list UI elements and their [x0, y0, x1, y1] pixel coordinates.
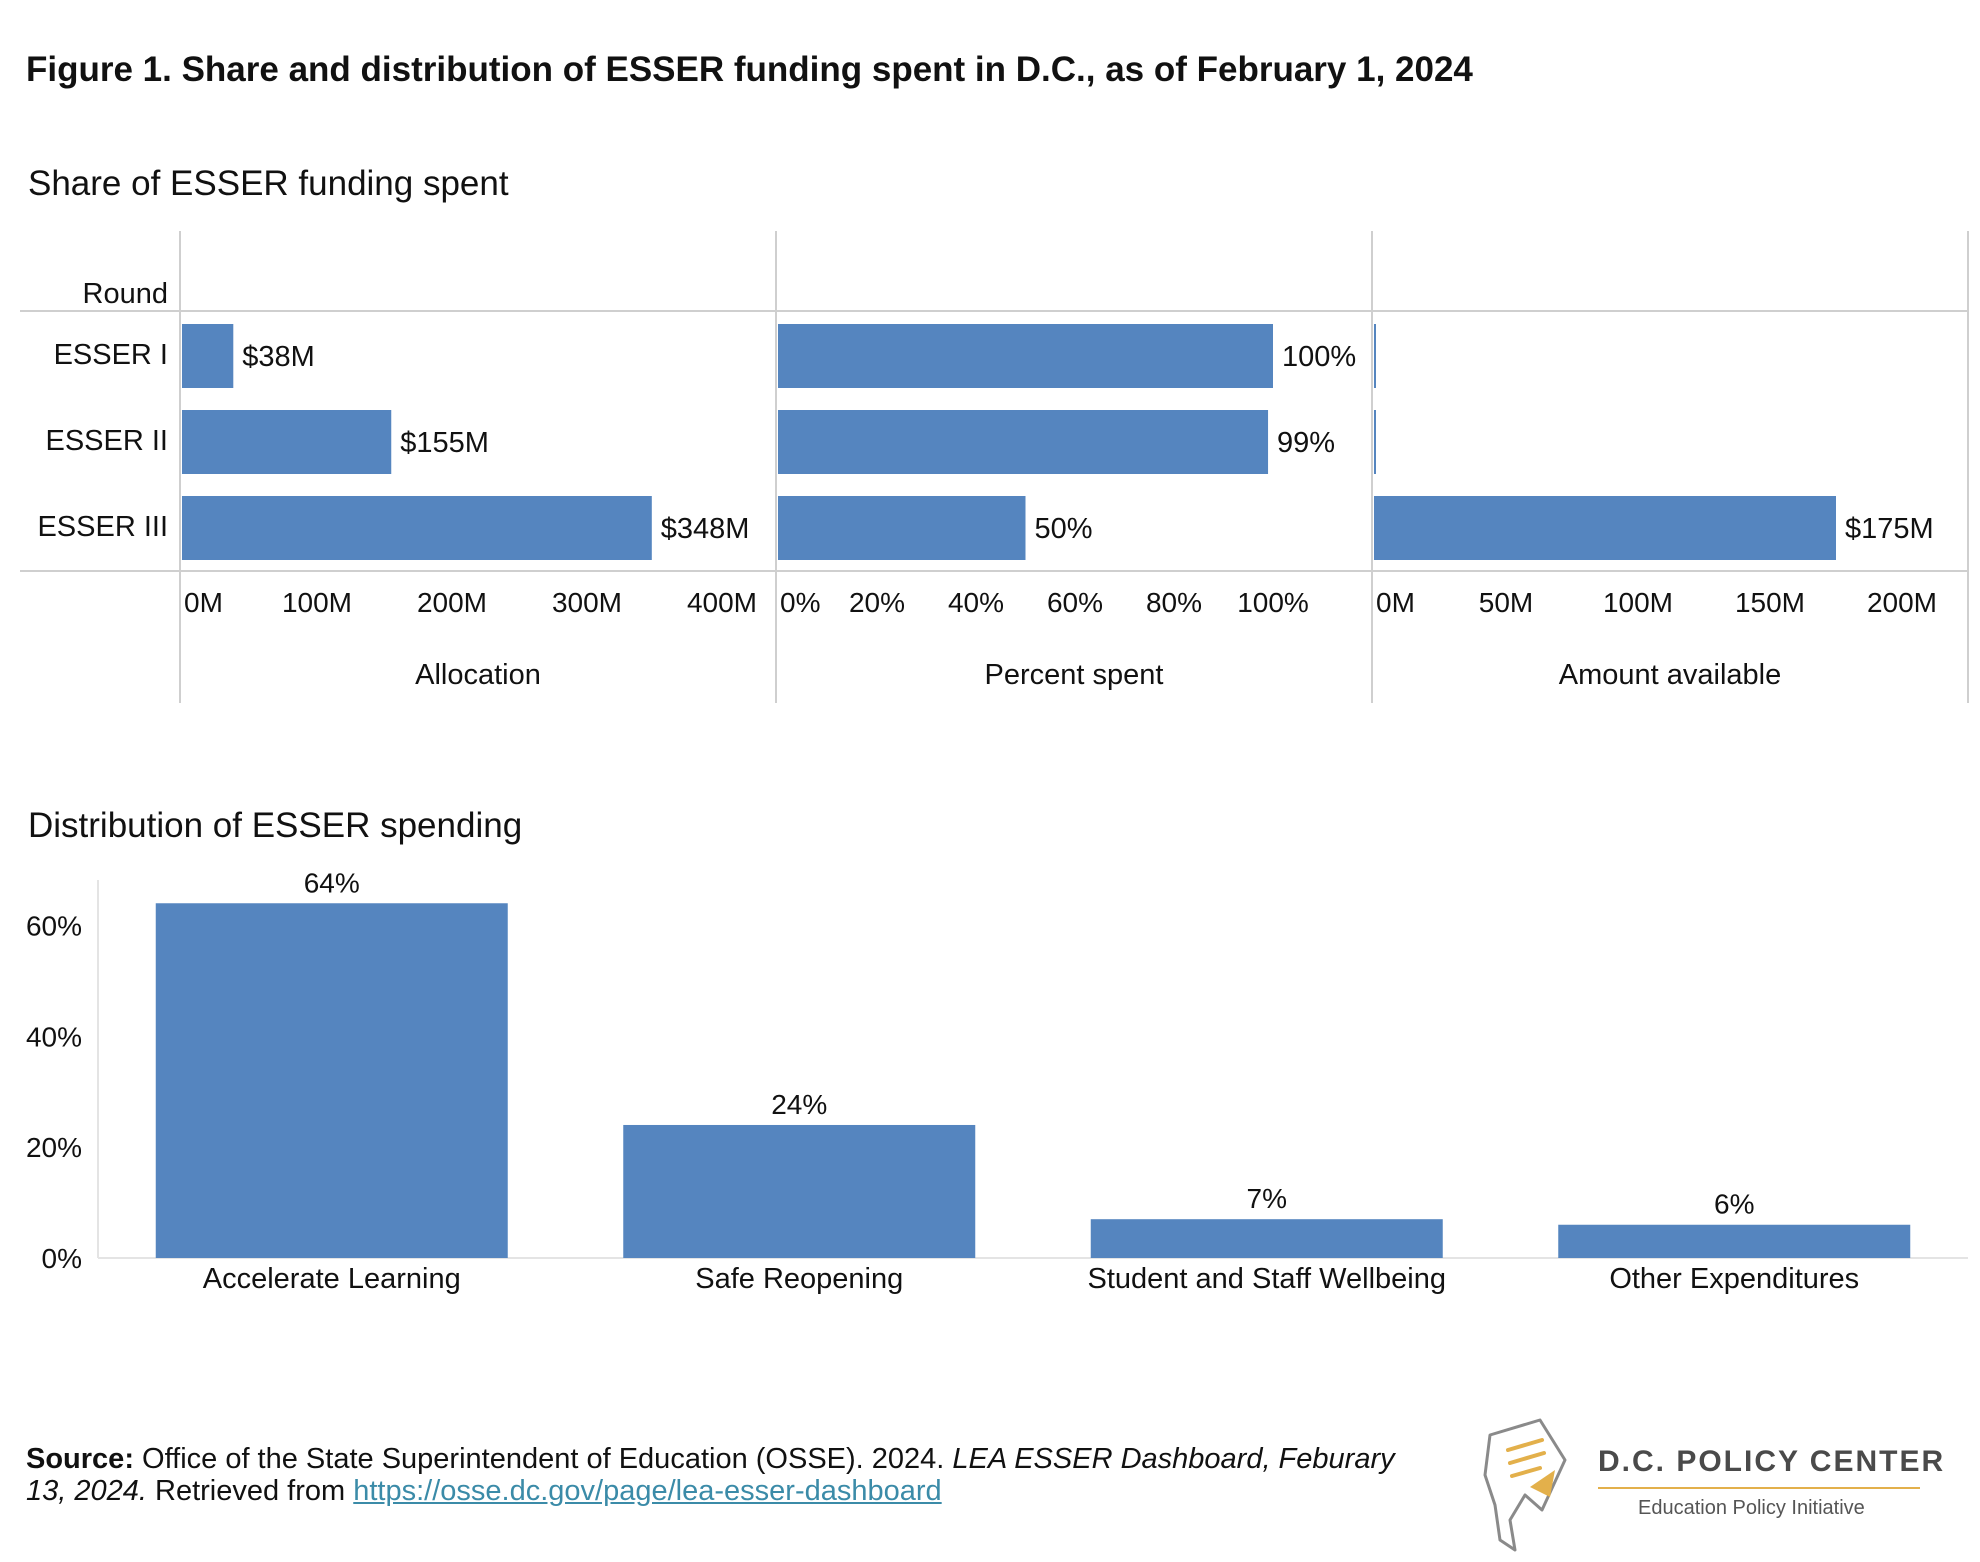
bar-amount-available-esser-ii	[1374, 410, 1376, 474]
y-tick-60: 60%	[26, 910, 82, 941]
data-label-percent-spent-esser-iii: 50%	[1035, 513, 1093, 545]
tick-amount-available-0m: 0M	[1376, 587, 1415, 618]
source-text: Office of the State Superintendent of Ed…	[133, 1443, 953, 1475]
dc-policy-center-logo: D.C. POLICY CENTER Education Policy Init…	[1470, 1415, 1950, 1555]
bar-allocation-esser-iii	[182, 496, 652, 560]
logo-title: D.C. POLICY CENTER	[1598, 1445, 1946, 1478]
tick-amount-available-150m: 150M	[1735, 587, 1805, 618]
logo-divider	[1598, 1487, 1920, 1489]
share-chart-title: Share of ESSER funding spent	[28, 164, 509, 203]
bar-amount-available-esser-iii	[1374, 496, 1836, 560]
category-label-student-and-staff-wellbeing: Student and Staff Wellbeing	[1088, 1263, 1446, 1295]
tick-allocation-0m: 0M	[184, 587, 223, 618]
dc-map-logo-icon	[1483, 1418, 1567, 1552]
data-label-other-expenditures: 6%	[1714, 1189, 1754, 1220]
logo-subtitle: Education Policy Initiative	[1638, 1497, 1865, 1519]
bar-amount-available-esser-i	[1374, 324, 1376, 388]
bar-accelerate-learning	[155, 903, 508, 1258]
y-tick-0: 0%	[42, 1243, 82, 1274]
row-label-esser-i: ESSER I	[54, 339, 168, 371]
source-italic: LEA ESSER Dashboard, Feburary 13, 2024.	[26, 1443, 1395, 1507]
figure-title: Figure 1. Share and distribution of ESSE…	[26, 50, 1473, 89]
tick-allocation-300m: 300M	[552, 587, 622, 618]
distribution-chart: 0% 20% 40% 60% 64% Accelerate Learning 24% Safe…	[26, 870, 1968, 1295]
tick-amount-available-100m: 100M	[1603, 587, 1673, 618]
source-link[interactable]: https://osse.dc.gov/page/lea-esser-dashb…	[353, 1475, 942, 1507]
y-tick-20: 20%	[26, 1132, 82, 1163]
tick-percent-spent-80: 80%	[1146, 587, 1202, 618]
tick-amount-available-200m: 200M	[1867, 587, 1937, 618]
category-label-safe-reopening: Safe Reopening	[695, 1263, 903, 1295]
bar-allocation-esser-ii	[182, 410, 392, 474]
data-label-allocation-esser-ii: $155M	[400, 427, 489, 459]
tick-percent-spent-100: 100%	[1237, 587, 1309, 618]
tick-allocation-100m: 100M	[282, 587, 352, 618]
tick-allocation-200m: 200M	[417, 587, 487, 618]
row-header-label: Round	[83, 278, 168, 310]
data-label-amount-available-esser-iii: $175M	[1845, 513, 1934, 545]
data-label-allocation-esser-i: $38M	[242, 341, 315, 373]
bar-percent-spent-esser-ii	[778, 410, 1269, 474]
category-label-accelerate-learning: Accelerate Learning	[203, 1263, 461, 1295]
bar-other-expenditures	[1558, 1224, 1911, 1258]
data-label-percent-spent-esser-ii: 99%	[1277, 427, 1335, 459]
source-retrieved: Retrieved from	[146, 1475, 354, 1507]
bar-safe-reopening	[623, 1124, 976, 1258]
bar-percent-spent-esser-i	[778, 324, 1273, 388]
data-label-percent-spent-esser-i: 100%	[1282, 341, 1356, 373]
share-chart: Round ESSER I ESSER II ESSER III $38M $155M $3…	[20, 231, 1969, 703]
row-label-esser-iii: ESSER III	[37, 511, 168, 543]
panel-label-percent-spent: Percent spent	[985, 659, 1164, 691]
y-tick-40: 40%	[26, 1021, 82, 1052]
bar-allocation-esser-i	[182, 324, 234, 388]
data-label-allocation-esser-iii: $348M	[661, 513, 750, 545]
tick-allocation-400m: 400M	[687, 587, 757, 618]
bar-student-and-staff-wellbeing	[1090, 1219, 1443, 1258]
tick-percent-spent-40: 40%	[948, 587, 1004, 618]
data-label-accelerate-learning: 64%	[304, 870, 360, 898]
bar-percent-spent-esser-iii	[778, 496, 1026, 560]
row-label-esser-ii: ESSER II	[46, 425, 169, 457]
tick-percent-spent-20: 20%	[849, 587, 905, 618]
tick-percent-spent-0: 0%	[780, 587, 820, 618]
category-label-other-expenditures: Other Expenditures	[1609, 1263, 1859, 1295]
tick-amount-available-50m: 50M	[1479, 587, 1533, 618]
panel-label-amount-available: Amount available	[1559, 659, 1781, 691]
data-label-safe-reopening: 24%	[771, 1089, 827, 1120]
source-label: Source:	[26, 1443, 134, 1475]
tick-percent-spent-60: 60%	[1047, 587, 1103, 618]
source-note: Source: Office of the State Superintende…	[26, 1443, 1426, 1507]
data-label-student-and-staff-wellbeing: 7%	[1247, 1183, 1287, 1214]
panel-label-allocation: Allocation	[415, 659, 541, 691]
distribution-chart-title: Distribution of ESSER spending	[28, 806, 523, 845]
